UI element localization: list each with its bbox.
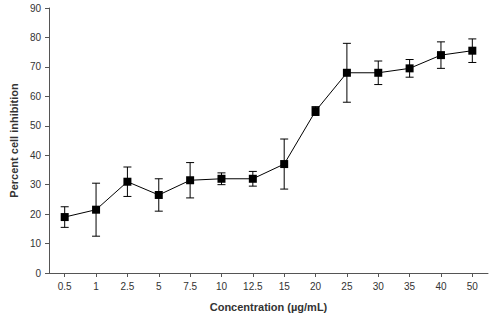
svg-text:20: 20 (30, 209, 42, 220)
svg-text:40: 40 (435, 281, 447, 292)
svg-text:5: 5 (156, 281, 162, 292)
svg-text:35: 35 (404, 281, 416, 292)
svg-text:0: 0 (35, 268, 41, 279)
svg-text:10: 10 (30, 238, 42, 249)
svg-text:1: 1 (93, 281, 99, 292)
svg-text:25: 25 (341, 281, 353, 292)
svg-text:7.5: 7.5 (183, 281, 197, 292)
svg-text:2.5: 2.5 (120, 281, 134, 292)
svg-text:30: 30 (30, 179, 42, 190)
svg-text:10: 10 (216, 281, 228, 292)
svg-text:50: 50 (467, 281, 479, 292)
svg-text:60: 60 (30, 91, 42, 102)
svg-text:20: 20 (310, 281, 322, 292)
svg-text:30: 30 (373, 281, 385, 292)
svg-text:0.5: 0.5 (58, 281, 72, 292)
svg-text:50: 50 (30, 120, 42, 131)
svg-text:15: 15 (279, 281, 291, 292)
svg-text:80: 80 (30, 32, 42, 43)
svg-text:Percent cell inhibition: Percent cell inhibition (8, 83, 20, 198)
svg-text:40: 40 (30, 150, 42, 161)
svg-text:70: 70 (30, 61, 42, 72)
svg-text:90: 90 (30, 3, 42, 14)
svg-text:Concentration (µg/mL): Concentration (µg/mL) (210, 301, 328, 313)
svg-text:12.5: 12.5 (243, 281, 263, 292)
